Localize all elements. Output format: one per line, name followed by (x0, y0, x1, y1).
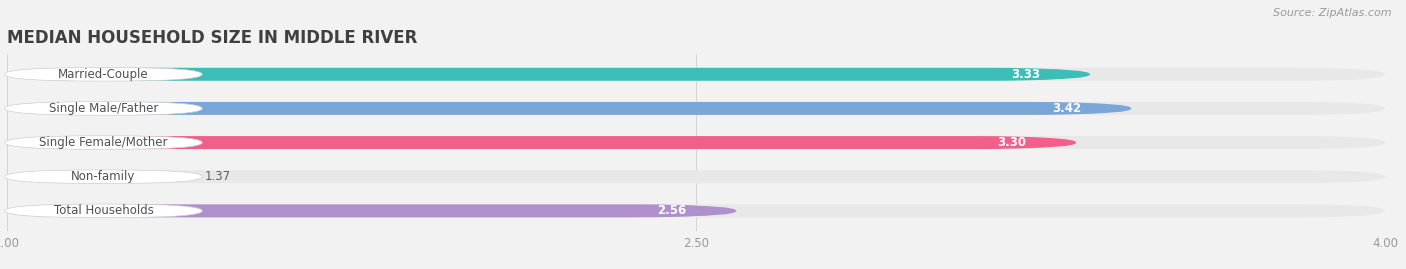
FancyBboxPatch shape (7, 102, 1385, 115)
FancyBboxPatch shape (7, 170, 1385, 183)
Text: 1.37: 1.37 (204, 170, 231, 183)
Text: Total Households: Total Households (53, 204, 153, 217)
FancyBboxPatch shape (607, 205, 737, 216)
Text: 3.30: 3.30 (997, 136, 1026, 149)
Text: Single Female/Mother: Single Female/Mother (39, 136, 167, 149)
Text: MEDIAN HOUSEHOLD SIZE IN MIDDLE RIVER: MEDIAN HOUSEHOLD SIZE IN MIDDLE RIVER (7, 29, 418, 47)
FancyBboxPatch shape (7, 204, 1385, 217)
FancyBboxPatch shape (7, 68, 1385, 81)
FancyBboxPatch shape (1002, 103, 1132, 114)
FancyBboxPatch shape (4, 204, 202, 218)
Text: Non-family: Non-family (72, 170, 135, 183)
Text: 3.42: 3.42 (1053, 102, 1081, 115)
FancyBboxPatch shape (962, 69, 1090, 80)
FancyBboxPatch shape (4, 170, 202, 183)
FancyBboxPatch shape (948, 137, 1076, 148)
Text: 3.33: 3.33 (1011, 68, 1040, 81)
Text: 2.56: 2.56 (658, 204, 686, 217)
Text: Married-Couple: Married-Couple (58, 68, 149, 81)
FancyBboxPatch shape (7, 170, 177, 183)
FancyBboxPatch shape (7, 136, 1063, 149)
FancyBboxPatch shape (4, 68, 202, 81)
Text: Single Male/Father: Single Male/Father (49, 102, 157, 115)
Text: Source: ZipAtlas.com: Source: ZipAtlas.com (1274, 8, 1392, 18)
FancyBboxPatch shape (7, 204, 724, 217)
FancyBboxPatch shape (4, 102, 202, 115)
FancyBboxPatch shape (7, 68, 1077, 81)
FancyBboxPatch shape (7, 102, 1119, 115)
FancyBboxPatch shape (4, 136, 202, 149)
FancyBboxPatch shape (7, 136, 1385, 149)
